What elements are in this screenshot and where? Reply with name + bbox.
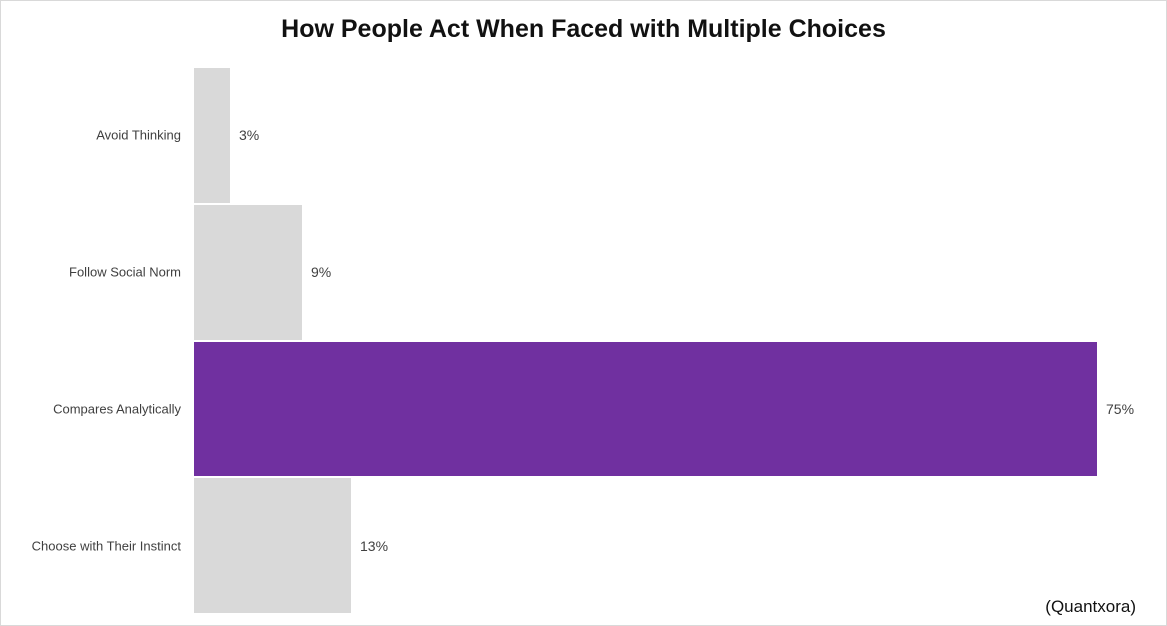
- value-label: 9%: [311, 264, 332, 281]
- bar: [194, 204, 302, 340]
- bar-row: Avoid Thinking 3%: [1, 67, 1166, 204]
- bar-row: Choose with Their Instinct 13%: [1, 477, 1166, 614]
- category-label: Follow Social Norm: [69, 264, 181, 280]
- source-attribution: (Quantxora): [1045, 597, 1136, 616]
- category-label: Choose with Their Instinct: [31, 538, 181, 554]
- bar-row: Compares Analytically 75%: [1, 341, 1166, 478]
- value-label: 75%: [1106, 400, 1135, 417]
- bar-row: Follow Social Norm 9%: [1, 204, 1166, 341]
- category-label: Compares Analytically: [53, 401, 181, 417]
- plot-area: Avoid Thinking 3% Follow Social Norm 9% Comp…: [1, 67, 1166, 614]
- chart-title: How People Act When Faced with Multiple …: [281, 15, 886, 43]
- bar: [194, 341, 1097, 477]
- bar: [194, 68, 230, 203]
- value-label: 3%: [239, 127, 260, 144]
- value-label: 13%: [360, 537, 389, 554]
- category-label: Avoid Thinking: [96, 127, 181, 143]
- bar: [194, 478, 351, 613]
